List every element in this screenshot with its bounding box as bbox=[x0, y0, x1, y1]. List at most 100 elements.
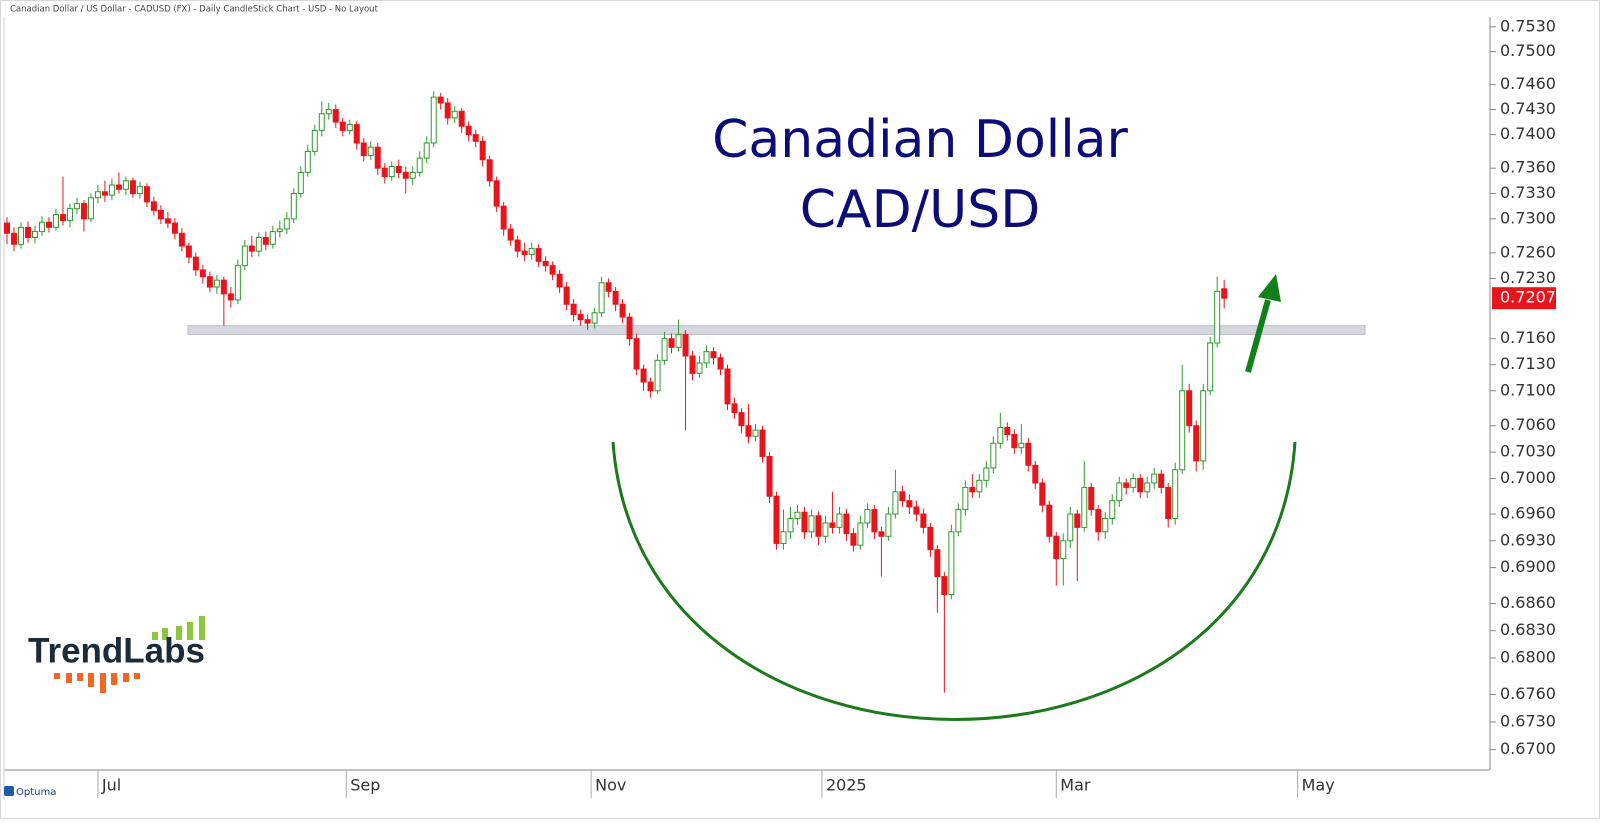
y-tick-label: 0.7100 bbox=[1500, 380, 1556, 399]
x-tick-label: Jul bbox=[101, 776, 121, 795]
logo-text: TrendLabs bbox=[28, 631, 205, 670]
candle-body bbox=[899, 491, 906, 502]
candle-body bbox=[192, 256, 199, 271]
candle-body bbox=[948, 531, 955, 596]
candle-body bbox=[276, 228, 283, 233]
candle-body bbox=[1004, 426, 1011, 436]
candle-body bbox=[479, 140, 486, 161]
y-tick-label: 0.6930 bbox=[1500, 530, 1556, 549]
y-tick-label: 0.6800 bbox=[1500, 647, 1556, 666]
logo-bar bbox=[152, 632, 158, 640]
candle-body bbox=[122, 180, 129, 190]
last-price-box bbox=[1492, 287, 1556, 310]
candle-body bbox=[920, 513, 927, 528]
y-tick-label: 0.6900 bbox=[1500, 557, 1556, 576]
rounding-bottom-arc bbox=[611, 441, 1297, 721]
candle-body bbox=[941, 576, 948, 596]
logo-bar bbox=[176, 626, 182, 640]
candle-body bbox=[171, 222, 178, 234]
logo-bar bbox=[54, 673, 60, 679]
candle-body bbox=[423, 142, 430, 159]
candle-body bbox=[493, 180, 500, 207]
candle-body bbox=[1067, 513, 1074, 542]
y-tick-label: 0.6960 bbox=[1500, 504, 1556, 523]
candle-body bbox=[311, 129, 318, 152]
candle-body bbox=[1172, 469, 1179, 519]
candle-body bbox=[101, 191, 108, 196]
candle-body bbox=[801, 511, 808, 533]
candle-body bbox=[843, 513, 850, 535]
candle-body bbox=[997, 426, 1004, 444]
candle-body bbox=[220, 279, 227, 295]
candle-body bbox=[94, 191, 101, 199]
candle-body bbox=[1221, 288, 1228, 299]
logo-bar bbox=[162, 628, 168, 640]
candle-body bbox=[199, 269, 206, 278]
candle-body bbox=[241, 245, 248, 267]
y-tick-label: 0.6830 bbox=[1500, 620, 1556, 639]
candle-body bbox=[808, 515, 815, 533]
breakout-arrowhead bbox=[1258, 274, 1281, 302]
candle-body bbox=[584, 319, 591, 324]
candle-body bbox=[969, 486, 976, 493]
candle-body bbox=[318, 113, 325, 131]
logo-bar bbox=[123, 673, 129, 682]
candle-body bbox=[619, 303, 626, 318]
candle-body bbox=[283, 218, 290, 230]
candle-body bbox=[724, 368, 731, 405]
candle-body bbox=[374, 146, 381, 169]
candle-body bbox=[136, 186, 143, 194]
candle-body bbox=[668, 338, 675, 348]
candle-body bbox=[591, 312, 598, 324]
candle-body bbox=[402, 171, 409, 179]
candle-body bbox=[115, 184, 122, 190]
candle-body bbox=[1179, 390, 1186, 471]
candle-body bbox=[1095, 509, 1102, 533]
logo-bar bbox=[100, 673, 106, 693]
candle-body bbox=[367, 146, 374, 157]
y-tick-label: 0.7160 bbox=[1500, 328, 1556, 347]
platform-icon bbox=[4, 786, 14, 796]
candle-body bbox=[612, 290, 619, 305]
breakout-arrow bbox=[1245, 299, 1271, 373]
candle-body bbox=[640, 368, 647, 383]
candle-body bbox=[864, 509, 871, 524]
candle-body bbox=[66, 208, 73, 222]
candle-body bbox=[451, 110, 458, 119]
candle-body bbox=[143, 186, 150, 203]
candle-body bbox=[647, 381, 654, 392]
candle-body bbox=[346, 124, 353, 131]
candle-body bbox=[164, 218, 171, 224]
candle-body bbox=[1158, 473, 1165, 488]
candle-body bbox=[1074, 513, 1081, 528]
candle-body bbox=[416, 157, 423, 173]
candle-body bbox=[1186, 390, 1193, 427]
candle-body bbox=[59, 214, 66, 222]
candle-body bbox=[535, 248, 542, 262]
last-price-label: 0.7207 bbox=[1500, 288, 1556, 307]
candle-body bbox=[598, 282, 605, 314]
logo-bar bbox=[134, 673, 140, 679]
candle-body bbox=[829, 522, 836, 528]
y-tick-label: 0.7330 bbox=[1500, 183, 1556, 202]
candle-body bbox=[815, 515, 822, 537]
candle-body bbox=[1053, 535, 1060, 560]
candle-body bbox=[129, 180, 136, 194]
candle-body bbox=[360, 142, 367, 157]
candle-body bbox=[955, 509, 962, 533]
candle-body bbox=[766, 455, 773, 497]
band-layer bbox=[187, 325, 1366, 335]
logo-bar bbox=[187, 622, 193, 640]
candle-body bbox=[1109, 500, 1116, 519]
candle-body bbox=[10, 232, 17, 245]
candle-body bbox=[465, 125, 472, 136]
candle-body bbox=[52, 214, 59, 228]
candle-body bbox=[962, 486, 969, 511]
candle-body bbox=[73, 203, 80, 210]
candle-body bbox=[1081, 486, 1088, 528]
candle-body bbox=[570, 303, 577, 316]
logo-bar bbox=[77, 673, 83, 681]
